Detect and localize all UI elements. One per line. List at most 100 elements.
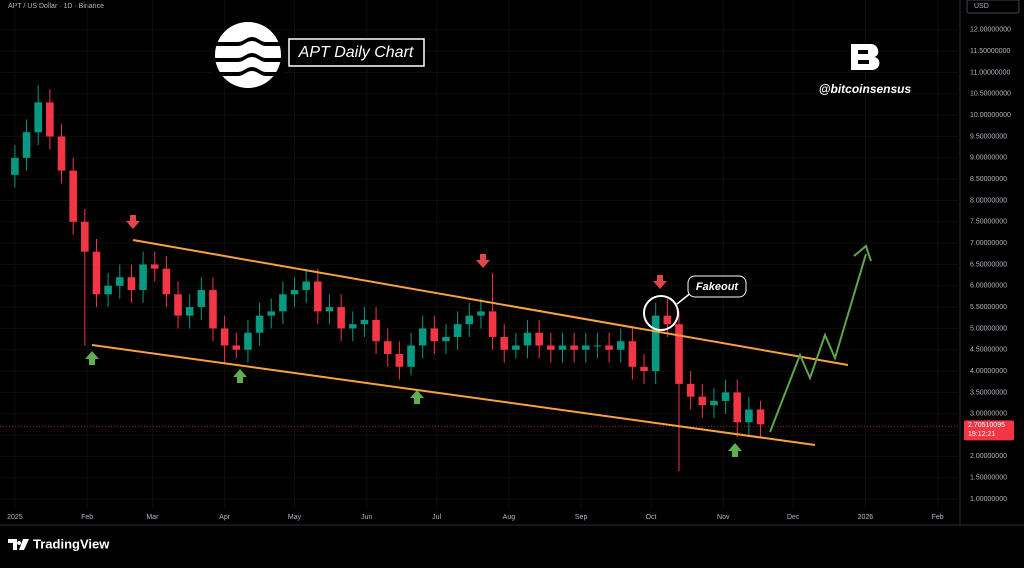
y-tick-label: 1.50000000 — [970, 475, 1007, 482]
candle-body — [150, 264, 159, 269]
candle-body — [523, 332, 532, 346]
candle-body — [57, 136, 66, 171]
title-box — [288, 38, 425, 67]
y-tick-label: 5.50000000 — [970, 304, 1007, 311]
brand: TradingView — [33, 536, 110, 551]
apt-logo — [212, 22, 284, 88]
x-tick-label: Nov — [717, 514, 730, 521]
x-tick-label: Oct — [646, 514, 657, 521]
chart-title: APT Daily Chart — [298, 44, 414, 61]
candle-body — [465, 315, 474, 325]
candle-body — [267, 311, 276, 316]
down-arrows — [126, 215, 667, 289]
candle-body — [442, 336, 450, 342]
candle-body — [127, 277, 136, 291]
last-price: 2.70510095 — [968, 422, 1005, 429]
candle-body — [745, 409, 753, 423]
up-arrows — [85, 351, 742, 457]
candle-body — [535, 332, 543, 346]
x-tick-label: Sep — [575, 514, 588, 521]
brand-logo — [851, 44, 880, 70]
y-tick-label: 7.00000000 — [970, 240, 1007, 247]
candle-body — [582, 345, 590, 350]
candle-body — [640, 366, 648, 372]
y-tick-label: 7.50000000 — [970, 219, 1007, 226]
candle-body — [197, 290, 206, 308]
candle-body — [733, 392, 742, 423]
y-tick-label: 11.50000000 — [970, 48, 1010, 55]
candle-body — [686, 383, 695, 397]
y-tick-label: 9.50000000 — [970, 133, 1007, 140]
candle-body — [593, 345, 602, 347]
y-tick-label: 11.00000000 — [970, 69, 1010, 76]
candle-body — [348, 324, 357, 329]
candle-body — [570, 345, 578, 350]
projection-head — [853, 244, 872, 262]
candle-body — [372, 319, 380, 342]
currency: USD — [974, 3, 989, 10]
x-tick-label: 2026 — [858, 514, 874, 521]
x-tick-label: Jun — [361, 514, 372, 521]
candle-body — [34, 102, 42, 133]
candle-body — [92, 251, 101, 295]
candle-body — [675, 324, 683, 384]
x-tick-label: Dec — [787, 514, 800, 521]
candle-body — [314, 281, 322, 312]
y-tick-label: 10.00000000 — [970, 112, 1011, 119]
plot — [0, 0, 960, 508]
handle: @bitcoinsensus — [819, 82, 912, 96]
y-tick-label: 10.50000000 — [970, 91, 1011, 98]
candle-body — [220, 328, 229, 346]
candle-body — [46, 102, 54, 137]
candle-body — [756, 409, 765, 425]
y-tick-label: 8.50000000 — [970, 176, 1007, 183]
last-price-box — [964, 420, 1014, 441]
candle-body — [500, 336, 509, 350]
candle-body — [477, 311, 485, 316]
candle-body — [395, 354, 404, 367]
candle-body — [290, 290, 299, 295]
candle-body — [488, 311, 497, 337]
candle-body — [115, 277, 124, 286]
candle-body — [69, 170, 77, 222]
annotation: Fakeout — [696, 281, 740, 293]
y-tick-label: 1.00000000 — [970, 496, 1007, 503]
candle-body — [512, 345, 520, 350]
candle-body — [11, 157, 19, 175]
x-tick-label: Apr — [219, 514, 231, 521]
candle-body — [547, 345, 555, 350]
candle-body — [302, 281, 310, 291]
candle-body — [232, 345, 241, 350]
candle-body — [279, 294, 287, 312]
countdown: 19:12:21 — [968, 431, 995, 438]
candle-body — [383, 341, 392, 355]
candle-body — [255, 315, 264, 333]
candle-body — [710, 400, 718, 406]
candle-body — [721, 392, 730, 401]
y-tick-label: 4.00000000 — [970, 368, 1007, 375]
candle-body — [174, 294, 182, 316]
candle-body — [605, 345, 613, 350]
y-tick-label: 2.00000000 — [970, 453, 1007, 460]
candle-body — [209, 290, 217, 329]
y-tick-label: 8.00000000 — [970, 197, 1007, 204]
candle-body — [651, 315, 660, 372]
candle-body — [558, 345, 567, 350]
fakeout-circle — [643, 295, 679, 331]
candle-body — [139, 264, 147, 291]
candle-body — [325, 307, 334, 312]
upper-trendline — [132, 239, 849, 366]
y-tick-label: 3.50000000 — [970, 389, 1007, 396]
symbol: APT / US Dollar · 1D · Binance — [8, 3, 104, 10]
y-tick-label: 5.00000000 — [970, 325, 1007, 332]
candle-body — [430, 328, 439, 342]
y-tick-label: 6.00000000 — [970, 283, 1007, 290]
projection — [769, 253, 867, 433]
x-tick-label: May — [288, 514, 302, 521]
y-tick-label: 6.50000000 — [970, 261, 1007, 268]
candle-body — [418, 328, 427, 346]
candle-body — [453, 324, 462, 337]
x-tick-label: Feb — [932, 514, 944, 521]
candle-body — [628, 341, 637, 367]
